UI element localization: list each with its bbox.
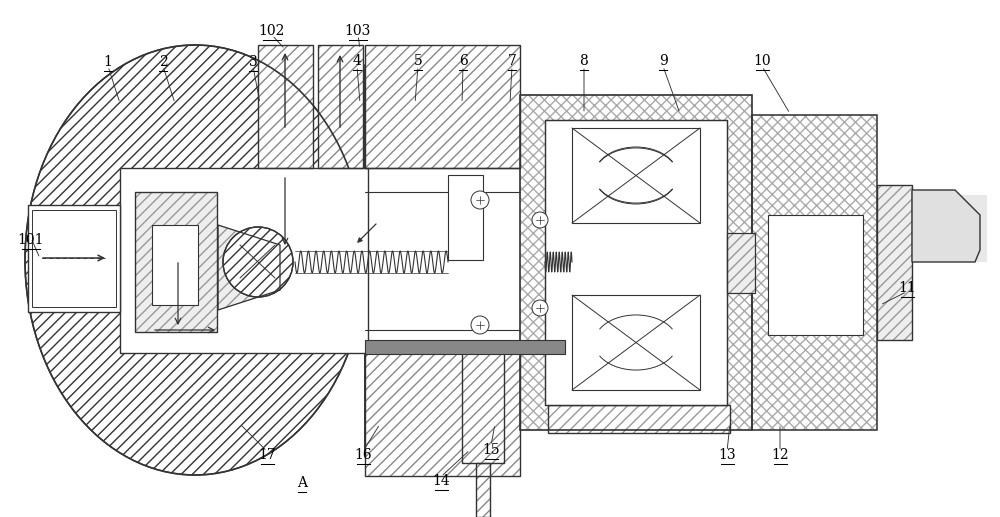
- Text: 8: 8: [580, 54, 588, 68]
- Text: 14: 14: [432, 474, 450, 488]
- Bar: [258, 45, 313, 168]
- Bar: [752, 115, 877, 430]
- Text: 4: 4: [353, 54, 361, 68]
- Text: 7: 7: [508, 54, 516, 68]
- Bar: [877, 185, 912, 340]
- Bar: [448, 175, 483, 260]
- Text: 11: 11: [898, 281, 916, 296]
- Bar: [476, 463, 490, 517]
- Bar: [545, 120, 727, 405]
- Text: 102: 102: [259, 24, 285, 38]
- Bar: [450, 177, 482, 259]
- Text: 13: 13: [718, 448, 736, 462]
- Bar: [476, 463, 490, 517]
- Text: 10: 10: [753, 54, 771, 68]
- Bar: [752, 115, 877, 430]
- Bar: [318, 45, 363, 168]
- Bar: [520, 95, 752, 430]
- Bar: [365, 45, 520, 168]
- Ellipse shape: [25, 45, 365, 475]
- Polygon shape: [218, 225, 280, 310]
- Bar: [258, 45, 313, 168]
- Bar: [365, 40, 415, 480]
- Bar: [548, 405, 730, 433]
- Circle shape: [223, 227, 293, 297]
- Bar: [462, 353, 504, 463]
- Text: 5: 5: [414, 54, 422, 68]
- Bar: [32, 210, 116, 307]
- Bar: [877, 185, 912, 340]
- Text: 15: 15: [482, 443, 500, 457]
- Circle shape: [471, 316, 489, 334]
- Bar: [365, 353, 520, 476]
- Bar: [135, 192, 217, 332]
- Polygon shape: [912, 190, 980, 262]
- Bar: [365, 340, 565, 354]
- Text: 16: 16: [354, 448, 372, 462]
- Text: 12: 12: [771, 448, 789, 462]
- Bar: [152, 225, 198, 305]
- Bar: [365, 45, 520, 168]
- Bar: [120, 168, 368, 353]
- Bar: [462, 353, 504, 463]
- Text: 2: 2: [159, 55, 167, 69]
- Bar: [727, 233, 755, 293]
- Text: 6: 6: [459, 54, 467, 68]
- Text: 9: 9: [659, 54, 667, 68]
- Bar: [548, 405, 730, 433]
- Text: 103: 103: [345, 24, 371, 38]
- Text: 101: 101: [18, 233, 44, 248]
- Text: 17: 17: [258, 448, 276, 462]
- Circle shape: [532, 212, 548, 228]
- Text: A: A: [297, 476, 307, 491]
- Bar: [572, 128, 700, 223]
- Text: 3: 3: [249, 55, 257, 69]
- Bar: [365, 353, 520, 476]
- Bar: [727, 233, 755, 293]
- Bar: [135, 192, 217, 332]
- Bar: [28, 205, 120, 312]
- Bar: [572, 295, 700, 390]
- Polygon shape: [912, 195, 978, 262]
- Circle shape: [532, 300, 548, 316]
- Text: 1: 1: [104, 55, 112, 69]
- Bar: [318, 45, 363, 168]
- Circle shape: [471, 191, 489, 209]
- Bar: [768, 215, 863, 335]
- Bar: [520, 95, 752, 430]
- Bar: [912, 195, 987, 262]
